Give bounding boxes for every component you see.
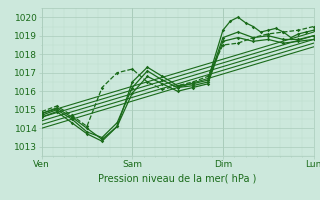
X-axis label: Pression niveau de la mer( hPa ): Pression niveau de la mer( hPa ): [99, 173, 257, 183]
